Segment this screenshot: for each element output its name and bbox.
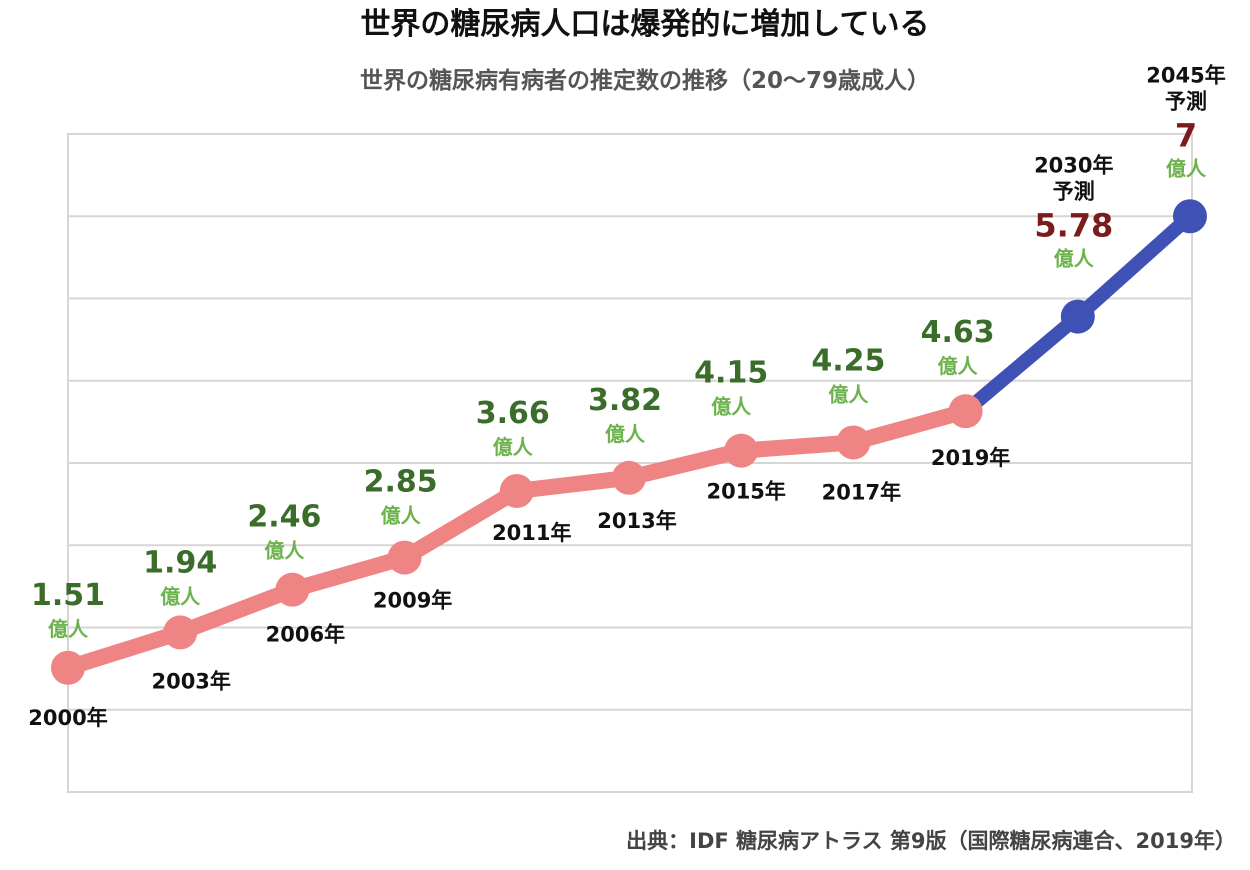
unit-label: 億人 xyxy=(160,584,201,608)
value-label: 1.51 xyxy=(31,578,105,613)
value-label: 4.25 xyxy=(811,343,885,378)
year-label: 2000年 xyxy=(28,706,107,730)
unit-label: 億人 xyxy=(711,395,752,419)
year-label: 2019年 xyxy=(931,446,1010,470)
unit-label: 億人 xyxy=(1166,156,1207,180)
unit-label: 億人 xyxy=(828,382,869,406)
year-label: 2030年 xyxy=(1034,154,1113,178)
value-label: 2.85 xyxy=(364,465,438,500)
value-label: 7 xyxy=(1175,116,1197,154)
year-label: 2017年 xyxy=(822,480,901,504)
data-point xyxy=(1060,299,1095,334)
value-label: 2.46 xyxy=(247,500,321,535)
year-label: 2013年 xyxy=(597,509,676,533)
forecast-label: 予測 xyxy=(1053,180,1095,204)
year-label: 2006年 xyxy=(266,623,345,647)
unit-label: 億人 xyxy=(493,435,534,459)
value-label: 4.63 xyxy=(921,315,995,350)
year-label: 2045年 xyxy=(1146,63,1225,87)
data-labels: 1.51 億人 2000年 1.94 億人 2003年 2.46 億人 2006年 2.85 億人 2… xyxy=(28,63,1225,730)
data-point xyxy=(1173,199,1207,234)
value-label: 5.78 xyxy=(1034,207,1113,245)
forecast-label: 予測 xyxy=(1165,89,1207,113)
year-label: 2003年 xyxy=(151,669,230,693)
data-point xyxy=(51,650,85,685)
unit-label: 億人 xyxy=(264,539,305,563)
value-label: 4.15 xyxy=(694,356,768,391)
data-point xyxy=(499,473,534,508)
value-label: 3.66 xyxy=(476,396,550,431)
unit-label: 億人 xyxy=(381,504,422,528)
data-point xyxy=(836,425,871,460)
year-label: 2009年 xyxy=(373,589,452,613)
data-point xyxy=(948,394,983,429)
unit-label: 億人 xyxy=(938,354,979,378)
chart-title: 世界の糖尿病人口は爆発的に増加している xyxy=(360,7,929,42)
data-point xyxy=(387,540,422,575)
year-label: 2015年 xyxy=(706,480,785,504)
data-point xyxy=(612,460,646,495)
unit-label: 億人 xyxy=(48,617,89,641)
data-point xyxy=(275,572,310,607)
source-note: 出典：IDF 糖尿病アトラス 第9版（国際糖尿病連合、2019年） xyxy=(626,829,1236,853)
chart-subtitle: 世界の糖尿病有病者の推定数の推移（20〜79歳成人） xyxy=(360,67,930,94)
value-label: 1.94 xyxy=(143,545,217,580)
unit-label: 億人 xyxy=(605,422,646,446)
value-label: 3.82 xyxy=(588,383,662,418)
data-points xyxy=(51,199,1207,685)
year-label: 2011年 xyxy=(492,521,571,545)
unit-label: 億人 xyxy=(1054,247,1095,271)
data-point xyxy=(724,433,759,468)
data-point xyxy=(163,615,198,650)
